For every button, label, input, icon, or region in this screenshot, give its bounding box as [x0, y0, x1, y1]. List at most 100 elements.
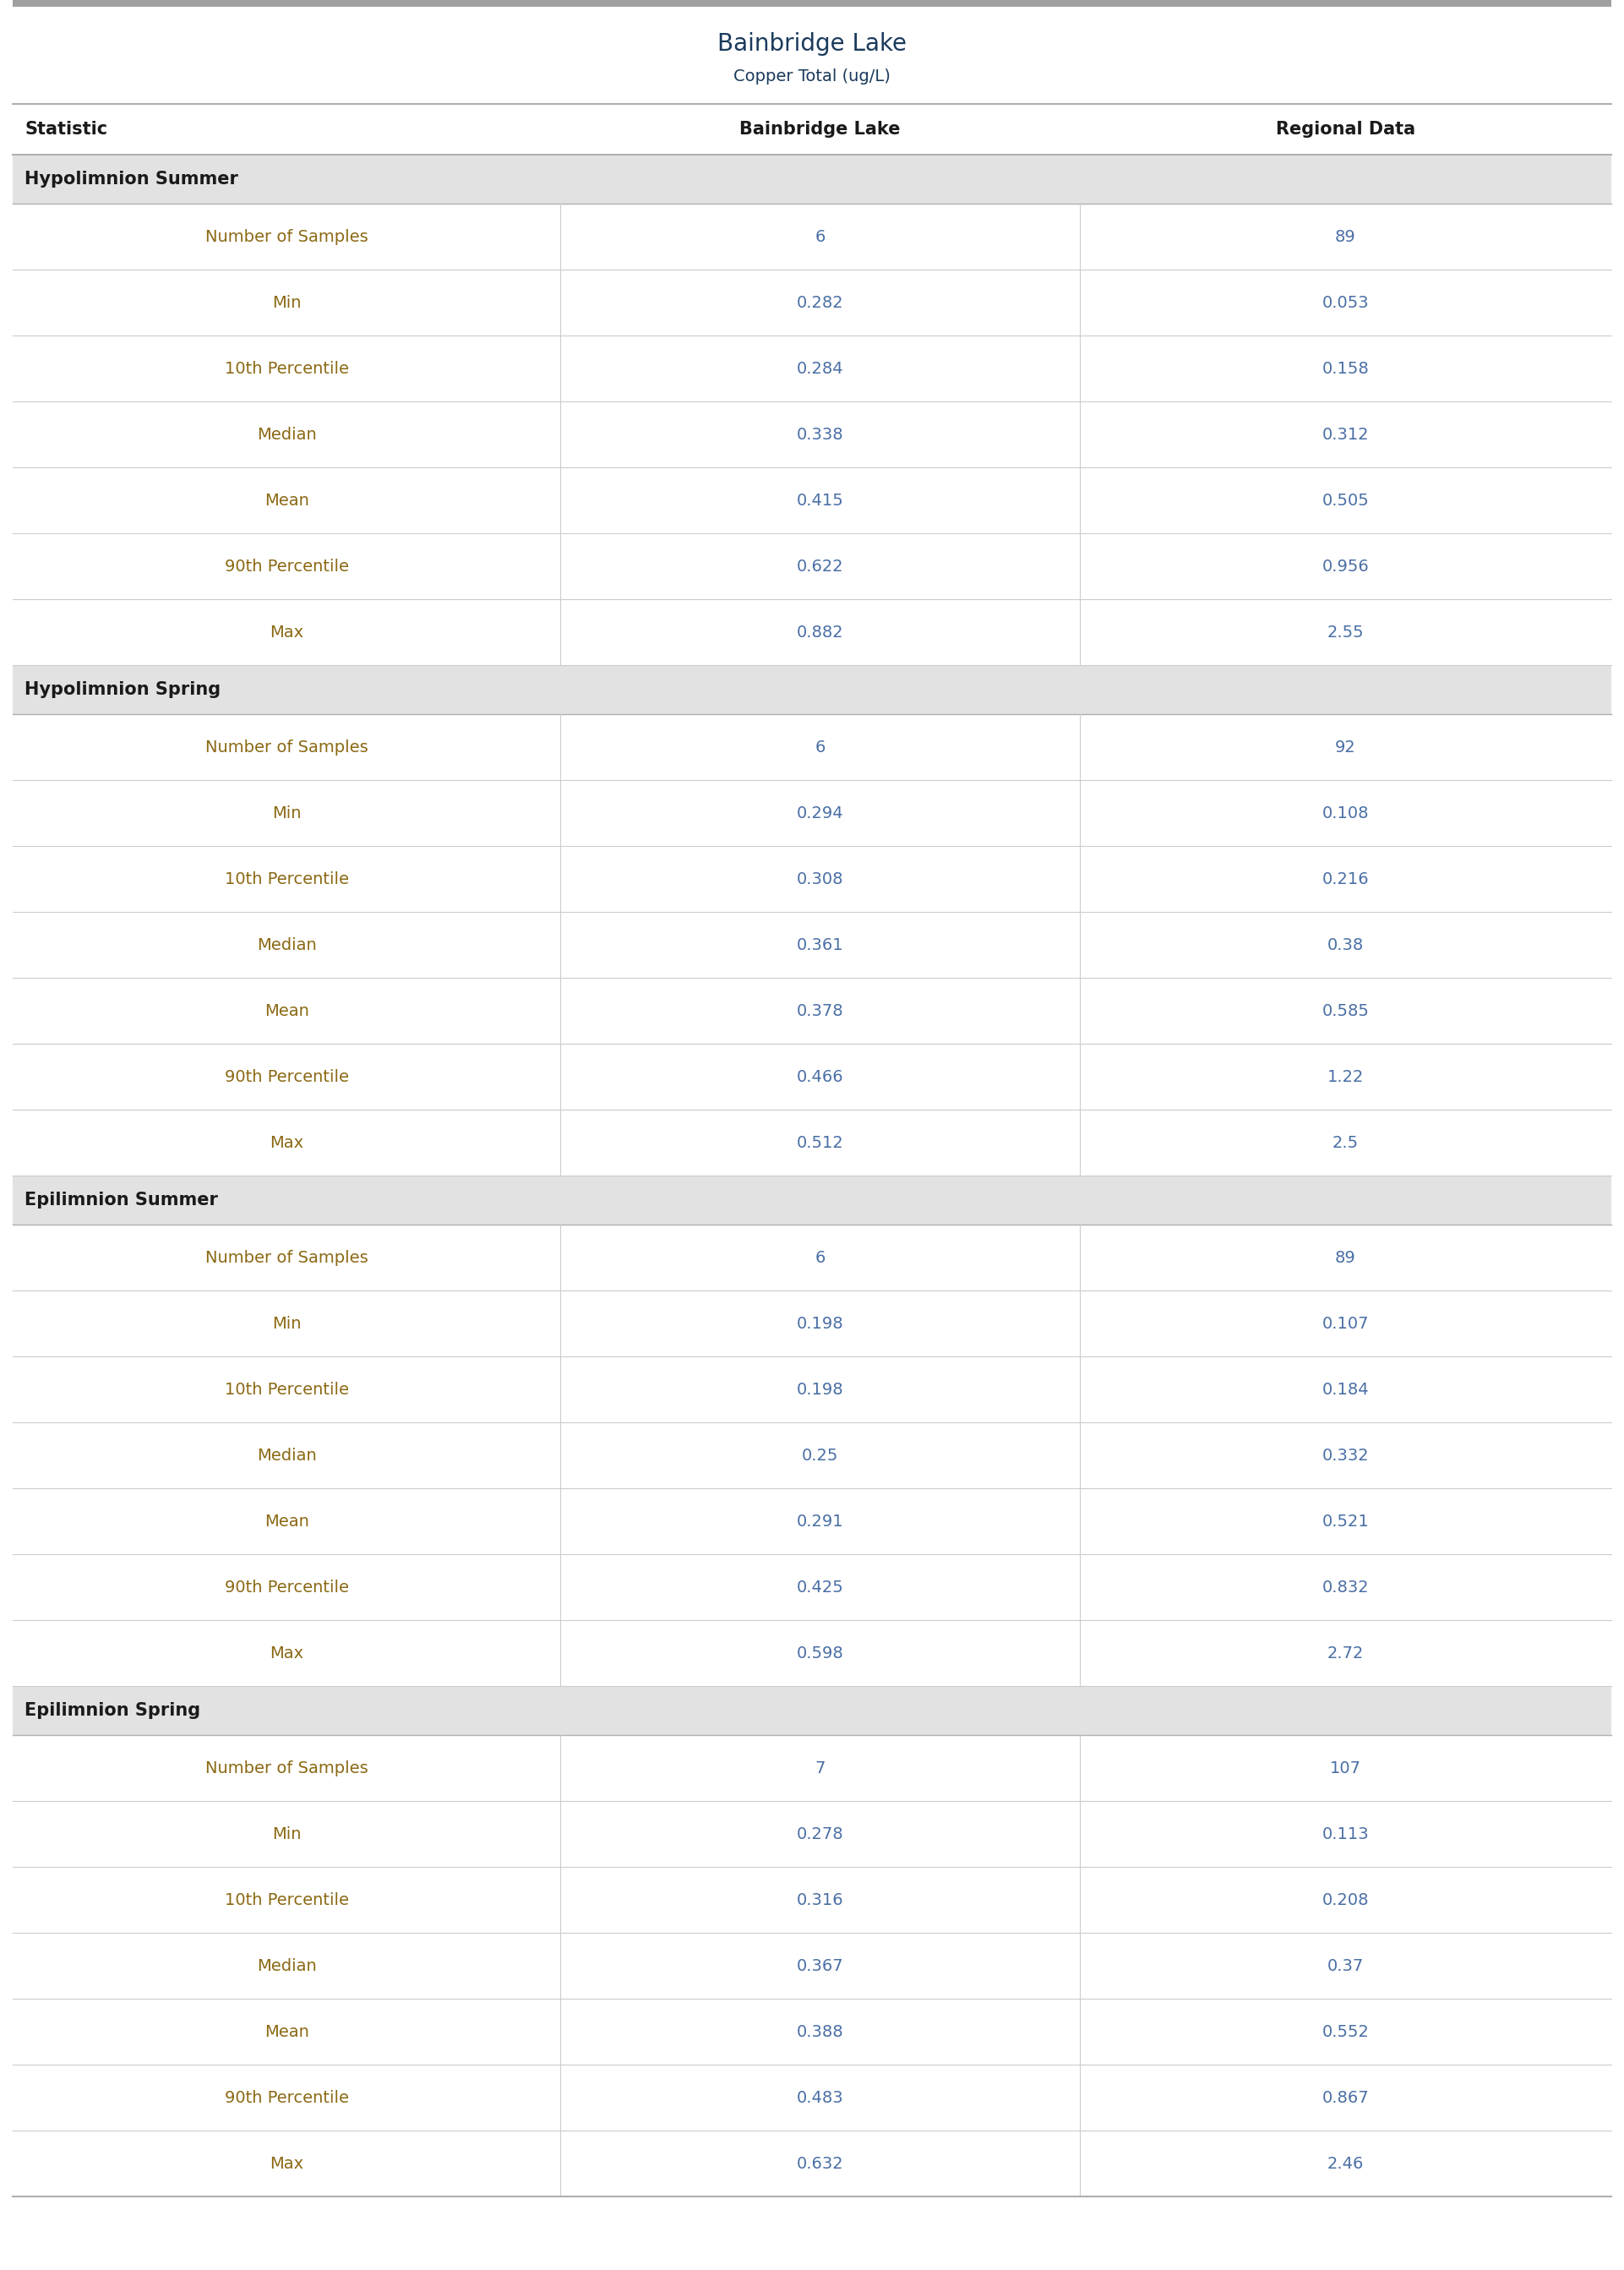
Bar	[13, 1489, 1611, 1555]
Text: 7: 7	[815, 1759, 825, 1775]
Bar	[13, 1800, 1611, 1866]
Text: 0.388: 0.388	[797, 2023, 843, 2041]
Bar	[13, 1357, 1611, 1423]
Text: 0.867: 0.867	[1322, 2091, 1369, 2107]
Text: 6: 6	[815, 740, 825, 756]
Text: 10th Percentile: 10th Percentile	[224, 361, 349, 377]
Text: Number of Samples: Number of Samples	[205, 1249, 369, 1267]
Text: 0.521: 0.521	[1322, 1514, 1369, 1530]
Bar	[13, 847, 1611, 913]
Bar	[13, 1292, 1611, 1357]
Text: 0.38: 0.38	[1327, 938, 1364, 953]
Text: 92: 92	[1335, 740, 1356, 756]
Text: 0.208: 0.208	[1322, 1891, 1369, 1907]
Bar	[13, 913, 1611, 978]
Text: 0.184: 0.184	[1322, 1382, 1369, 1398]
Bar	[13, 978, 1611, 1044]
Text: 0.291: 0.291	[797, 1514, 843, 1530]
Text: 0.378: 0.378	[797, 1003, 843, 1019]
Text: 90th Percentile: 90th Percentile	[224, 1069, 349, 1085]
Text: 0.505: 0.505	[1322, 493, 1369, 508]
Text: 0.622: 0.622	[797, 558, 843, 574]
Text: Copper Total (ug/L): Copper Total (ug/L)	[734, 68, 890, 84]
Text: 0.198: 0.198	[797, 1314, 843, 1332]
Text: Number of Samples: Number of Samples	[205, 740, 369, 756]
Text: Mean: Mean	[265, 1003, 309, 1019]
Text: 0.282: 0.282	[797, 295, 843, 311]
Bar	[13, 1044, 1611, 1110]
Bar	[13, 1932, 1611, 1998]
Text: Min: Min	[273, 1825, 300, 1841]
Bar	[13, 1687, 1611, 1734]
Text: 0.107: 0.107	[1322, 1314, 1369, 1332]
Text: Statistic: Statistic	[24, 120, 107, 138]
Bar	[13, 336, 1611, 402]
Bar	[13, 715, 1611, 781]
Bar	[13, 781, 1611, 847]
Text: 0.956: 0.956	[1322, 558, 1369, 574]
Text: Regional Data: Regional Data	[1276, 120, 1415, 138]
Bar	[13, 1224, 1611, 1292]
Text: Max: Max	[270, 624, 304, 640]
Text: Epilimnion Spring: Epilimnion Spring	[24, 1702, 201, 1718]
Bar	[13, 104, 1611, 154]
Text: Hypolimnion Spring: Hypolimnion Spring	[24, 681, 221, 699]
Bar	[13, 468, 1611, 533]
Text: 0.113: 0.113	[1322, 1825, 1369, 1841]
Text: 10th Percentile: 10th Percentile	[224, 1891, 349, 1907]
Text: Number of Samples: Number of Samples	[205, 229, 369, 245]
Text: Max: Max	[270, 2156, 304, 2172]
Text: 0.308: 0.308	[797, 872, 843, 888]
Text: 2.46: 2.46	[1327, 2156, 1364, 2172]
Text: 0.158: 0.158	[1322, 361, 1369, 377]
Text: Bainbridge Lake: Bainbridge Lake	[739, 120, 901, 138]
Text: 0.053: 0.053	[1322, 295, 1369, 311]
Text: 0.598: 0.598	[796, 1646, 844, 1662]
Text: Median: Median	[257, 938, 317, 953]
Text: 6: 6	[815, 229, 825, 245]
Text: 0.832: 0.832	[1322, 1580, 1369, 1596]
Text: 10th Percentile: 10th Percentile	[224, 1382, 349, 1398]
Bar	[13, 1998, 1611, 2066]
Text: 2.55: 2.55	[1327, 624, 1364, 640]
Text: 1.22: 1.22	[1327, 1069, 1364, 1085]
Text: 0.882: 0.882	[797, 624, 843, 640]
Text: 10th Percentile: 10th Percentile	[224, 872, 349, 888]
Bar	[13, 7, 1611, 104]
Text: Mean: Mean	[265, 1514, 309, 1530]
Text: Mean: Mean	[265, 493, 309, 508]
Text: 0.361: 0.361	[797, 938, 843, 953]
Text: 0.332: 0.332	[1322, 1448, 1369, 1464]
Text: 0.415: 0.415	[796, 493, 844, 508]
Text: 0.278: 0.278	[797, 1825, 843, 1841]
Text: 90th Percentile: 90th Percentile	[224, 2091, 349, 2107]
Text: 0.198: 0.198	[797, 1382, 843, 1398]
Text: 0.294: 0.294	[797, 806, 843, 822]
Text: 0.312: 0.312	[1322, 427, 1369, 443]
Text: 0.585: 0.585	[1322, 1003, 1369, 1019]
Text: Median: Median	[257, 1957, 317, 1975]
Bar	[13, 1176, 1611, 1224]
Bar	[13, 2132, 1611, 2197]
Text: Hypolimnion Summer: Hypolimnion Summer	[24, 170, 239, 188]
Text: 2.72: 2.72	[1327, 1646, 1364, 1662]
Text: 0.25: 0.25	[802, 1448, 838, 1464]
Bar	[13, 1621, 1611, 1687]
Text: 0.316: 0.316	[797, 1891, 843, 1907]
Text: 90th Percentile: 90th Percentile	[224, 1580, 349, 1596]
Text: 0.483: 0.483	[797, 2091, 843, 2107]
Bar	[13, 270, 1611, 336]
Bar	[13, 1555, 1611, 1621]
Bar	[13, 1734, 1611, 1800]
Text: 0.284: 0.284	[797, 361, 843, 377]
Text: 0.512: 0.512	[796, 1135, 844, 1151]
Text: Max: Max	[270, 1135, 304, 1151]
Text: Min: Min	[273, 295, 300, 311]
Bar	[13, 0, 1611, 7]
Bar	[13, 2066, 1611, 2132]
Text: 0.425: 0.425	[796, 1580, 844, 1596]
Text: 0.37: 0.37	[1327, 1957, 1364, 1975]
Text: Median: Median	[257, 1448, 317, 1464]
Text: Median: Median	[257, 427, 317, 443]
Bar	[13, 402, 1611, 468]
